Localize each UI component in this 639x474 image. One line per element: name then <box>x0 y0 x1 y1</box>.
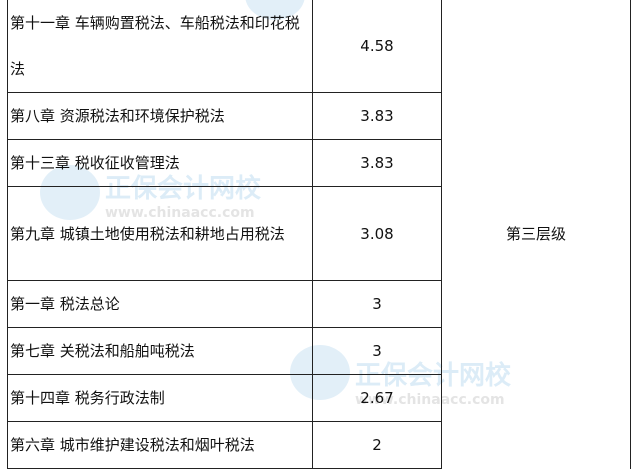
score-cell: 2 <box>312 421 442 469</box>
chapter-cell: 第七章 关税法和船舶吨税法 <box>7 327 313 375</box>
table-row: 第七章 关税法和船舶吨税法 3 <box>7 327 631 375</box>
score-cell: 2.67 <box>312 374 442 422</box>
table-row: 第八章 资源税法和环境保护税法 3.83 <box>7 92 631 140</box>
chapter-cell: 第九章 城镇土地使用税法和耕地占用税法 <box>7 186 313 281</box>
table-row: 第十四章 税务行政法制 2.67 <box>7 374 631 422</box>
table-row: 第十一章 车辆购置税法、车船税法和印花税法 4.58 第三层级 <box>7 0 631 469</box>
score-cell: 3.83 <box>312 139 442 187</box>
chapter-score-table: 第十一章 车辆购置税法、车船税法和印花税法 4.58 第三层级 第八章 资源税法… <box>7 0 631 469</box>
score-cell: 3 <box>312 327 442 375</box>
level-cell: 第三层级 <box>441 0 631 469</box>
chapter-cell: 第十四章 税务行政法制 <box>7 374 313 422</box>
chapter-cell: 第十一章 车辆购置税法、车船税法和印花税法 <box>7 0 313 93</box>
table-row: 第九章 城镇土地使用税法和耕地占用税法 3.08 <box>7 186 631 281</box>
chapter-cell: 第六章 城市维护建设税法和烟叶税法 <box>7 421 313 469</box>
chapter-cell: 第十三章 税收征收管理法 <box>7 139 313 187</box>
score-cell: 3.83 <box>312 92 442 140</box>
score-cell: 4.58 <box>312 0 442 93</box>
chapter-cell: 第一章 税法总论 <box>7 280 313 328</box>
score-cell: 3.08 <box>312 186 442 281</box>
table-row: 第六章 城市维护建设税法和烟叶税法 2 <box>7 421 631 469</box>
score-cell: 3 <box>312 280 442 328</box>
chapter-cell: 第八章 资源税法和环境保护税法 <box>7 92 313 140</box>
